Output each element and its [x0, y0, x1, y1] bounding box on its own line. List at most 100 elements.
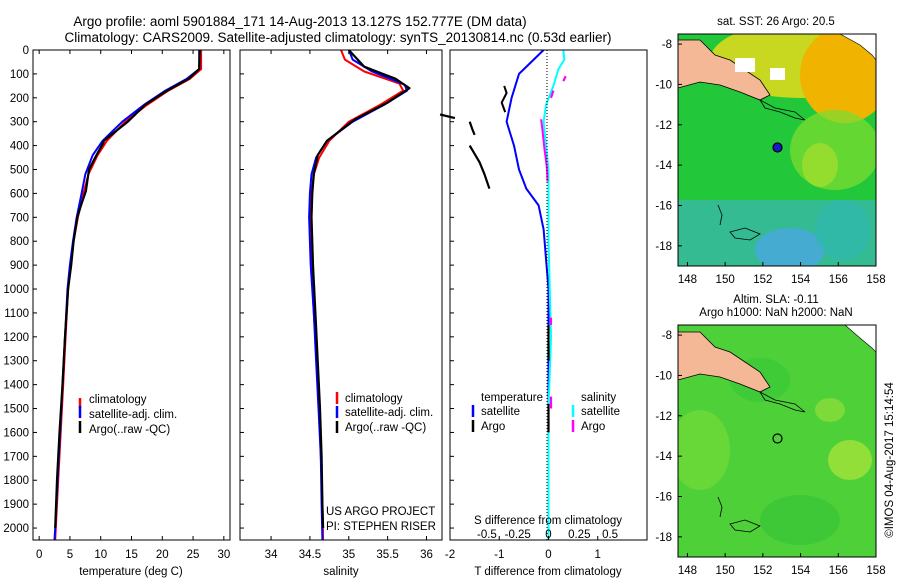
legend-label-s-argo: Argo	[581, 421, 605, 433]
y-tick-label: 900	[10, 260, 29, 272]
x-tick-label: -2	[445, 549, 455, 561]
x-tick-label: 25	[187, 549, 200, 561]
legend-label-argo: Argo(..raw -QC)	[89, 424, 170, 436]
y-tick-label: 700	[10, 212, 29, 224]
series-climatology-line	[54, 50, 203, 541]
lon-tick-label: 152	[753, 274, 772, 286]
x-tick-label: 20	[156, 549, 169, 561]
sla-map-frame	[677, 324, 877, 558]
salinity-difference-label: S difference from climatology	[474, 515, 622, 527]
series-satellite-line	[505, 49, 550, 540]
y-tick-label: 1800	[3, 475, 29, 487]
sst-missing-data	[839, 34, 876, 61]
lat-tick-label: -18	[655, 532, 672, 544]
difference-panel: -2 -1 0 1 -0.5 -0.25 0 0.25 0.5 S difference fr…	[439, 49, 648, 578]
temperature-panel: 0 5 10 15 20 25 30 0 100 200 300 400 500 600 700 800 90…	[3, 45, 454, 578]
x-tick-label-salinity: 0	[545, 529, 551, 541]
series-sal_argo-segment	[549, 90, 555, 99]
temperature-legend: climatology satellite-adj. clim. Argo(..…	[78, 394, 177, 436]
x-tick-label: 15	[125, 549, 138, 561]
lat-tick-label: -14	[655, 160, 672, 172]
temperature-difference-label: T difference from climatology	[474, 566, 621, 578]
y-tick-label: 1200	[3, 332, 29, 344]
x-tick-label: 36	[420, 549, 433, 561]
x-tick-label: 35.5	[376, 549, 398, 561]
difference-x-ticks: -2 -1 0 1	[445, 536, 601, 561]
sst-map-panel: sat. SST: 26 Argo: 20.5 148 150 152 154 156 1…	[655, 16, 886, 286]
sla-map-panel: Altim. SLA: -0.11 Argo h1000: NaN h2000:…	[655, 294, 885, 577]
y-tick-label: 1100	[4, 308, 29, 320]
legend-label-s-satellite: satellite	[581, 406, 620, 418]
argo-float-marker	[772, 142, 783, 153]
x-tick-label: 34.5	[299, 549, 321, 561]
x-tick-label: 0	[36, 549, 42, 561]
series-argo-line	[54, 49, 201, 529]
sst-longitude-ticks: 148 150 152 154 156 158	[678, 262, 886, 286]
lat-tick-label: -10	[655, 370, 672, 382]
legend-label-t-satellite: satellite	[481, 406, 520, 418]
x-tick-label: 30	[217, 549, 230, 561]
lon-tick-label: 158	[866, 274, 885, 286]
x-tick-label: 1	[595, 549, 601, 561]
sst-cold-patch	[755, 228, 825, 266]
lat-tick-label: -18	[655, 241, 672, 253]
credit-text: ©IMOS 04-Aug-2017 15:14:54	[884, 382, 896, 538]
y-tick-label: 1500	[3, 404, 29, 416]
coastline-reefs	[717, 204, 761, 241]
lat-tick-label: -14	[655, 451, 672, 463]
y-tick-label: 1000	[3, 284, 29, 296]
series-argo-segment	[439, 113, 456, 120]
lat-tick-label: -8	[662, 39, 672, 51]
salinity-x-ticks: 34 34.5 35 35.5 36	[265, 50, 433, 561]
project-annotation-line2: PI: STEPHEN RISER	[326, 521, 436, 533]
difference-plot-area	[439, 49, 567, 540]
y-tick-label: 600	[10, 188, 29, 200]
series-argo-segment	[468, 145, 491, 189]
series-sal_argo-segment	[562, 75, 567, 82]
y-tick-label: 2000	[3, 523, 29, 535]
salinity-panel: 34 34.5 35 35.5 36 salinity climatology sate…	[239, 49, 443, 578]
sst-missing-data	[735, 58, 755, 72]
sla-patch	[828, 440, 872, 480]
lon-tick-label: 152	[753, 565, 772, 577]
project-annotation-line1: US ARGO PROJECT	[326, 506, 435, 518]
y-tick-label: 1900	[3, 499, 29, 511]
y-tick-label: 400	[10, 141, 29, 153]
legend-label-argo: Argo(..raw -QC)	[345, 422, 426, 434]
lon-tick-label: 156	[829, 565, 848, 577]
legend-label-satellite: satellite-adj. clim.	[89, 409, 177, 421]
sst-mid-patch	[790, 110, 876, 190]
depth-y-ticks: 0 100 200 300 400 500 600 700 800 900 1000 1100 1200…	[3, 45, 454, 535]
temperature-x-label: temperature (deg C)	[79, 566, 183, 578]
y-tick-label: 300	[10, 117, 29, 129]
sst-missing-data	[770, 68, 785, 80]
legend-label-t-argo: Argo	[481, 421, 505, 433]
sst-latitude-ticks: -8 -10 -12 -14 -16 -18	[655, 39, 682, 253]
legend-label-climatology: climatology	[345, 393, 403, 405]
x-tick-label: 0	[545, 549, 551, 561]
lat-tick-label: -12	[655, 411, 672, 423]
series-sal_satellite-line	[542, 49, 566, 540]
x-tick-label: 34	[265, 549, 278, 561]
sla-map-title: Altim. SLA: -0.11	[733, 294, 818, 306]
lat-tick-label: -16	[655, 491, 672, 503]
sst-warm-patch	[800, 34, 876, 123]
x-tick-label-salinity: -0.25	[505, 529, 531, 541]
sla-patch	[815, 398, 845, 422]
y-tick-label: 1600	[3, 427, 29, 439]
legend-label-satellite: satellite-adj. clim.	[345, 407, 433, 419]
salinity-plot-area	[308, 49, 411, 541]
sst-cold-patch	[815, 200, 871, 260]
land-papua-new-guinea	[678, 331, 771, 393]
sla-patch	[760, 495, 840, 545]
series-argo-segment	[468, 121, 476, 136]
sla-missing-data	[844, 325, 876, 353]
figure-title-line1: Argo profile: aoml 5901884_171 14-Aug-20…	[73, 14, 526, 29]
sla-map-subtitle: Argo h1000: NaN h2000: NaN	[699, 307, 852, 319]
salinity-legend: climatology satellite-adj. clim. Argo(..…	[335, 392, 433, 434]
series-argo-line	[310, 49, 411, 529]
difference-legend: temperature satellite Argo salinity sate…	[471, 392, 620, 433]
legend-label-salinity: salinity	[581, 392, 616, 404]
y-tick-label: 0	[23, 45, 29, 57]
